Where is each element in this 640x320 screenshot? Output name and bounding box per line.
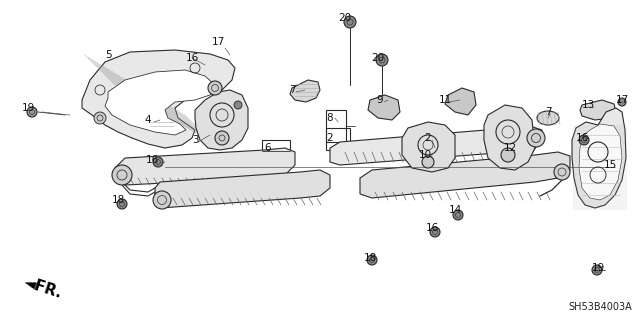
Circle shape xyxy=(592,265,602,275)
Polygon shape xyxy=(402,122,455,172)
Polygon shape xyxy=(572,108,626,208)
Circle shape xyxy=(234,101,242,109)
Text: 19: 19 xyxy=(21,103,35,113)
Text: 13: 13 xyxy=(581,100,595,110)
Circle shape xyxy=(153,157,163,167)
Polygon shape xyxy=(195,90,248,150)
Text: 11: 11 xyxy=(438,95,452,105)
Text: 17: 17 xyxy=(616,95,628,105)
Bar xyxy=(326,110,346,142)
Bar xyxy=(148,118,176,132)
Polygon shape xyxy=(290,80,320,102)
Circle shape xyxy=(453,210,463,220)
Circle shape xyxy=(208,81,222,95)
Circle shape xyxy=(367,255,377,265)
Text: 7: 7 xyxy=(289,85,295,95)
Polygon shape xyxy=(484,105,535,170)
Bar xyxy=(510,145,528,159)
Text: 6: 6 xyxy=(265,143,271,153)
Text: 17: 17 xyxy=(211,37,225,47)
Text: 4: 4 xyxy=(145,115,151,125)
Circle shape xyxy=(376,54,388,66)
Bar xyxy=(262,140,290,162)
Text: 3: 3 xyxy=(192,135,198,145)
Text: 16: 16 xyxy=(426,223,438,233)
Text: 10: 10 xyxy=(419,150,431,160)
Text: 16: 16 xyxy=(186,53,198,63)
Polygon shape xyxy=(155,170,330,208)
Polygon shape xyxy=(445,88,476,115)
Polygon shape xyxy=(82,50,235,148)
Circle shape xyxy=(27,107,37,117)
Circle shape xyxy=(215,131,229,145)
Polygon shape xyxy=(368,95,400,120)
Text: SH53B4003A: SH53B4003A xyxy=(568,302,632,312)
Circle shape xyxy=(618,98,626,106)
Polygon shape xyxy=(360,152,570,198)
Text: 15: 15 xyxy=(604,160,616,170)
Text: 5: 5 xyxy=(105,50,111,60)
Circle shape xyxy=(153,191,171,209)
Circle shape xyxy=(554,164,570,180)
Circle shape xyxy=(501,148,515,162)
Text: 9: 9 xyxy=(377,95,383,105)
Circle shape xyxy=(94,112,106,124)
Circle shape xyxy=(344,16,356,28)
Text: 7: 7 xyxy=(545,107,551,117)
Text: 16: 16 xyxy=(575,133,589,143)
Circle shape xyxy=(422,156,434,168)
Text: 16: 16 xyxy=(145,155,159,165)
Text: 12: 12 xyxy=(504,143,516,153)
Text: 18: 18 xyxy=(111,195,125,205)
Bar xyxy=(418,142,440,162)
Bar xyxy=(326,128,350,150)
Ellipse shape xyxy=(537,111,559,125)
Polygon shape xyxy=(115,148,295,185)
Text: 2: 2 xyxy=(425,133,431,143)
Text: 8: 8 xyxy=(326,113,333,123)
Text: 19: 19 xyxy=(591,263,605,273)
Circle shape xyxy=(430,227,440,237)
Polygon shape xyxy=(580,100,616,120)
Polygon shape xyxy=(579,124,622,200)
Polygon shape xyxy=(105,70,215,135)
Circle shape xyxy=(112,165,132,185)
Circle shape xyxy=(527,129,545,147)
Circle shape xyxy=(117,199,127,209)
Text: 14: 14 xyxy=(449,205,461,215)
Polygon shape xyxy=(330,126,542,165)
Text: 2: 2 xyxy=(326,133,333,143)
Text: 18: 18 xyxy=(364,253,376,263)
Text: ◄FR.: ◄FR. xyxy=(22,275,65,301)
Text: 20: 20 xyxy=(339,13,351,23)
Circle shape xyxy=(579,135,589,145)
Text: 20: 20 xyxy=(371,53,385,63)
